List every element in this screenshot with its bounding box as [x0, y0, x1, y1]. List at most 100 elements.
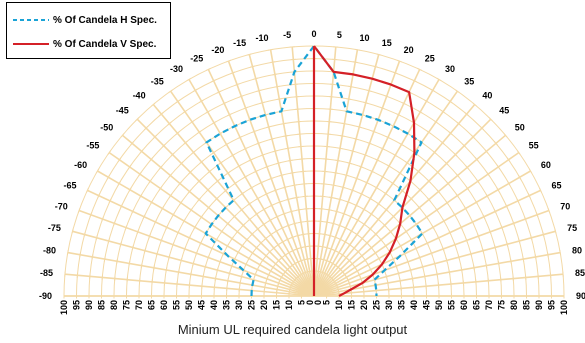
grid-tick: [496, 187, 500, 193]
angle-tick-label: -85: [40, 268, 53, 278]
grid-tick: [444, 161, 449, 166]
radial-tick-label: 100: [559, 300, 569, 315]
grid-tick: [182, 218, 186, 224]
grid-tick: [221, 101, 227, 105]
grid-tick: [127, 164, 132, 170]
grid-tick: [373, 277, 376, 283]
grid-tick: [353, 137, 359, 141]
grid-tick: [235, 229, 240, 234]
grid-tick: [247, 256, 251, 261]
grid-tick: [149, 199, 154, 205]
legend-label-v: % Of Candela V Spec.: [53, 38, 157, 50]
grid-tick: [151, 102, 156, 107]
grid-tick: [385, 274, 388, 280]
grid-tick: [373, 232, 378, 237]
grid-tick: [362, 284, 365, 290]
grid-tick: [225, 243, 230, 249]
grid-tick: [247, 217, 252, 222]
grid-tick: [266, 125, 272, 129]
grid-tick: [290, 235, 296, 239]
grid-tick: [285, 224, 291, 227]
grid-tick: [182, 109, 188, 114]
grid-tick: [448, 131, 453, 136]
angle-tick-label: 85: [575, 268, 585, 278]
grid-tick: [267, 272, 271, 278]
grid-tick: [424, 214, 429, 220]
grid-tick: [394, 263, 398, 269]
grid-tick: [392, 153, 398, 157]
grid-tick: [191, 150, 196, 155]
grid-tick: [409, 237, 414, 243]
grid-tick: [524, 216, 527, 222]
grid-tick: [407, 213, 412, 218]
grid-tick: [279, 226, 285, 230]
grid-tick: [420, 231, 424, 236]
angle-tick-label: 55: [529, 141, 539, 151]
grid-tick: [386, 280, 389, 286]
grid-tick: [298, 246, 304, 249]
grid-tick: [357, 272, 361, 278]
grid-tick: [359, 276, 363, 282]
grid-tick: [66, 250, 69, 256]
grid-tick: [442, 218, 446, 224]
angle-tick-label: -55: [86, 141, 99, 151]
grid-tick: [251, 130, 257, 133]
radial-tick-label: 15: [272, 300, 282, 310]
grid-tick: [189, 271, 192, 277]
angle-tick-label: -90: [39, 291, 52, 301]
grid-tick: [300, 233, 306, 236]
grid-tick: [337, 237, 343, 241]
grid-tick: [139, 193, 143, 199]
grid-tick: [271, 246, 277, 251]
grid-tick: [368, 226, 373, 231]
grid-tick: [535, 212, 539, 218]
grid-tick: [351, 246, 357, 251]
grid-tick: [417, 67, 423, 71]
grid-tick: [161, 143, 166, 148]
grid-tick: [85, 187, 89, 193]
radial-tick-label: 0: [305, 300, 315, 305]
grid-tick: [510, 258, 512, 264]
grid-tick: [139, 149, 144, 154]
grid-tick: [328, 196, 334, 199]
angle-tick-label: -75: [48, 223, 61, 233]
grid-tick: [522, 256, 525, 262]
grid-tick: [256, 89, 262, 92]
grid-tick: [107, 238, 110, 244]
grid-tick: [440, 140, 445, 145]
angle-tick-label: 65: [551, 180, 561, 190]
grid-tick: [253, 272, 257, 278]
grid-tick: [376, 202, 381, 206]
grid-tick: [554, 228, 557, 234]
grid-tick: [206, 255, 210, 261]
grid-tick: [383, 191, 389, 196]
radial-tick-label: 30: [384, 300, 394, 310]
grid-tick: [214, 196, 219, 201]
grid-tick: [223, 188, 228, 193]
grid-tick: [101, 216, 104, 222]
radial-tick-label: 90: [84, 300, 94, 310]
grid-tick: [462, 143, 467, 148]
grid-tick: [179, 200, 183, 206]
grid-tick: [140, 263, 143, 269]
angle-tick-label: -60: [74, 160, 87, 170]
grid-tick: [279, 174, 285, 177]
grid-tick: [261, 222, 267, 227]
grid-tick: [216, 90, 222, 94]
grid-tick: [503, 133, 508, 138]
angle-tick-label: -65: [64, 180, 77, 190]
grid-tick: [341, 122, 347, 125]
grid-tick: [239, 207, 244, 212]
grid-tick: [474, 199, 479, 205]
radial-tick-label: 95: [547, 300, 557, 310]
grid-tick: [409, 196, 414, 201]
grid-tick: [446, 181, 451, 186]
grid-tick: [71, 228, 74, 234]
grid-tick: [138, 171, 142, 177]
grid-tick: [376, 53, 382, 56]
grid-tick: [418, 255, 422, 261]
grid-tick: [399, 142, 404, 147]
grid-tick: [359, 192, 365, 196]
grid-tick: [117, 157, 122, 163]
angle-tick-label: -35: [151, 76, 164, 86]
